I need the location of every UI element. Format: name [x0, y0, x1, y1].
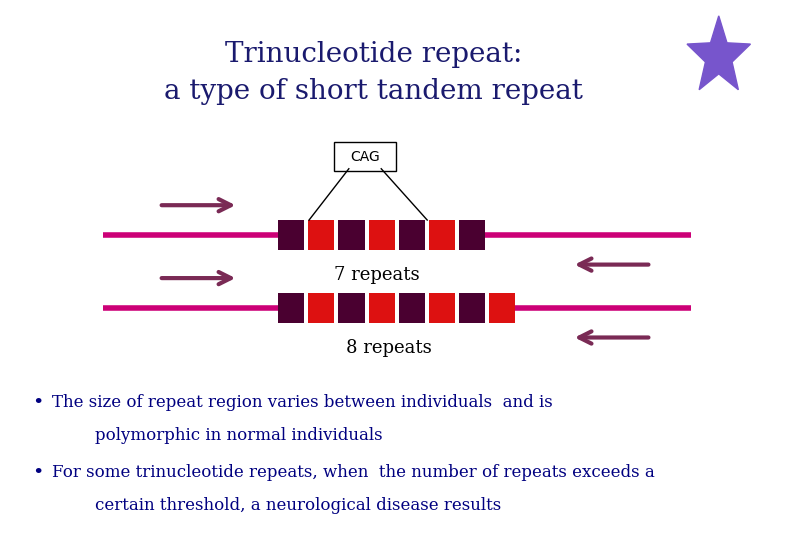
Text: CAG: CAG	[350, 150, 380, 164]
Polygon shape	[687, 16, 751, 90]
Text: Trinucleotide repeat:: Trinucleotide repeat:	[224, 40, 522, 68]
Text: certain threshold, a neurological disease results: certain threshold, a neurological diseas…	[96, 497, 501, 514]
Bar	[399, 220, 425, 249]
Bar	[399, 293, 425, 322]
Text: polymorphic in normal individuals: polymorphic in normal individuals	[96, 427, 383, 443]
Bar	[308, 293, 335, 322]
Bar	[489, 293, 515, 322]
Bar	[339, 220, 364, 249]
Text: For some trinucleotide repeats, when  the number of repeats exceeds a: For some trinucleotide repeats, when the…	[52, 464, 654, 481]
Bar	[459, 220, 485, 249]
Bar	[459, 293, 485, 322]
Text: 7 repeats: 7 repeats	[335, 266, 420, 285]
Text: a type of short tandem repeat: a type of short tandem repeat	[164, 78, 582, 105]
Bar	[278, 220, 305, 249]
Text: The size of repeat region varies between individuals  and is: The size of repeat region varies between…	[52, 394, 552, 411]
Text: •: •	[32, 394, 43, 412]
Bar	[278, 293, 305, 322]
Bar	[369, 293, 394, 322]
Text: 8 repeats: 8 repeats	[347, 339, 432, 357]
Bar	[428, 293, 455, 322]
FancyBboxPatch shape	[334, 141, 396, 172]
Text: •: •	[32, 464, 43, 482]
Bar	[369, 220, 394, 249]
Bar	[339, 293, 364, 322]
Bar	[308, 220, 335, 249]
Bar	[428, 220, 455, 249]
